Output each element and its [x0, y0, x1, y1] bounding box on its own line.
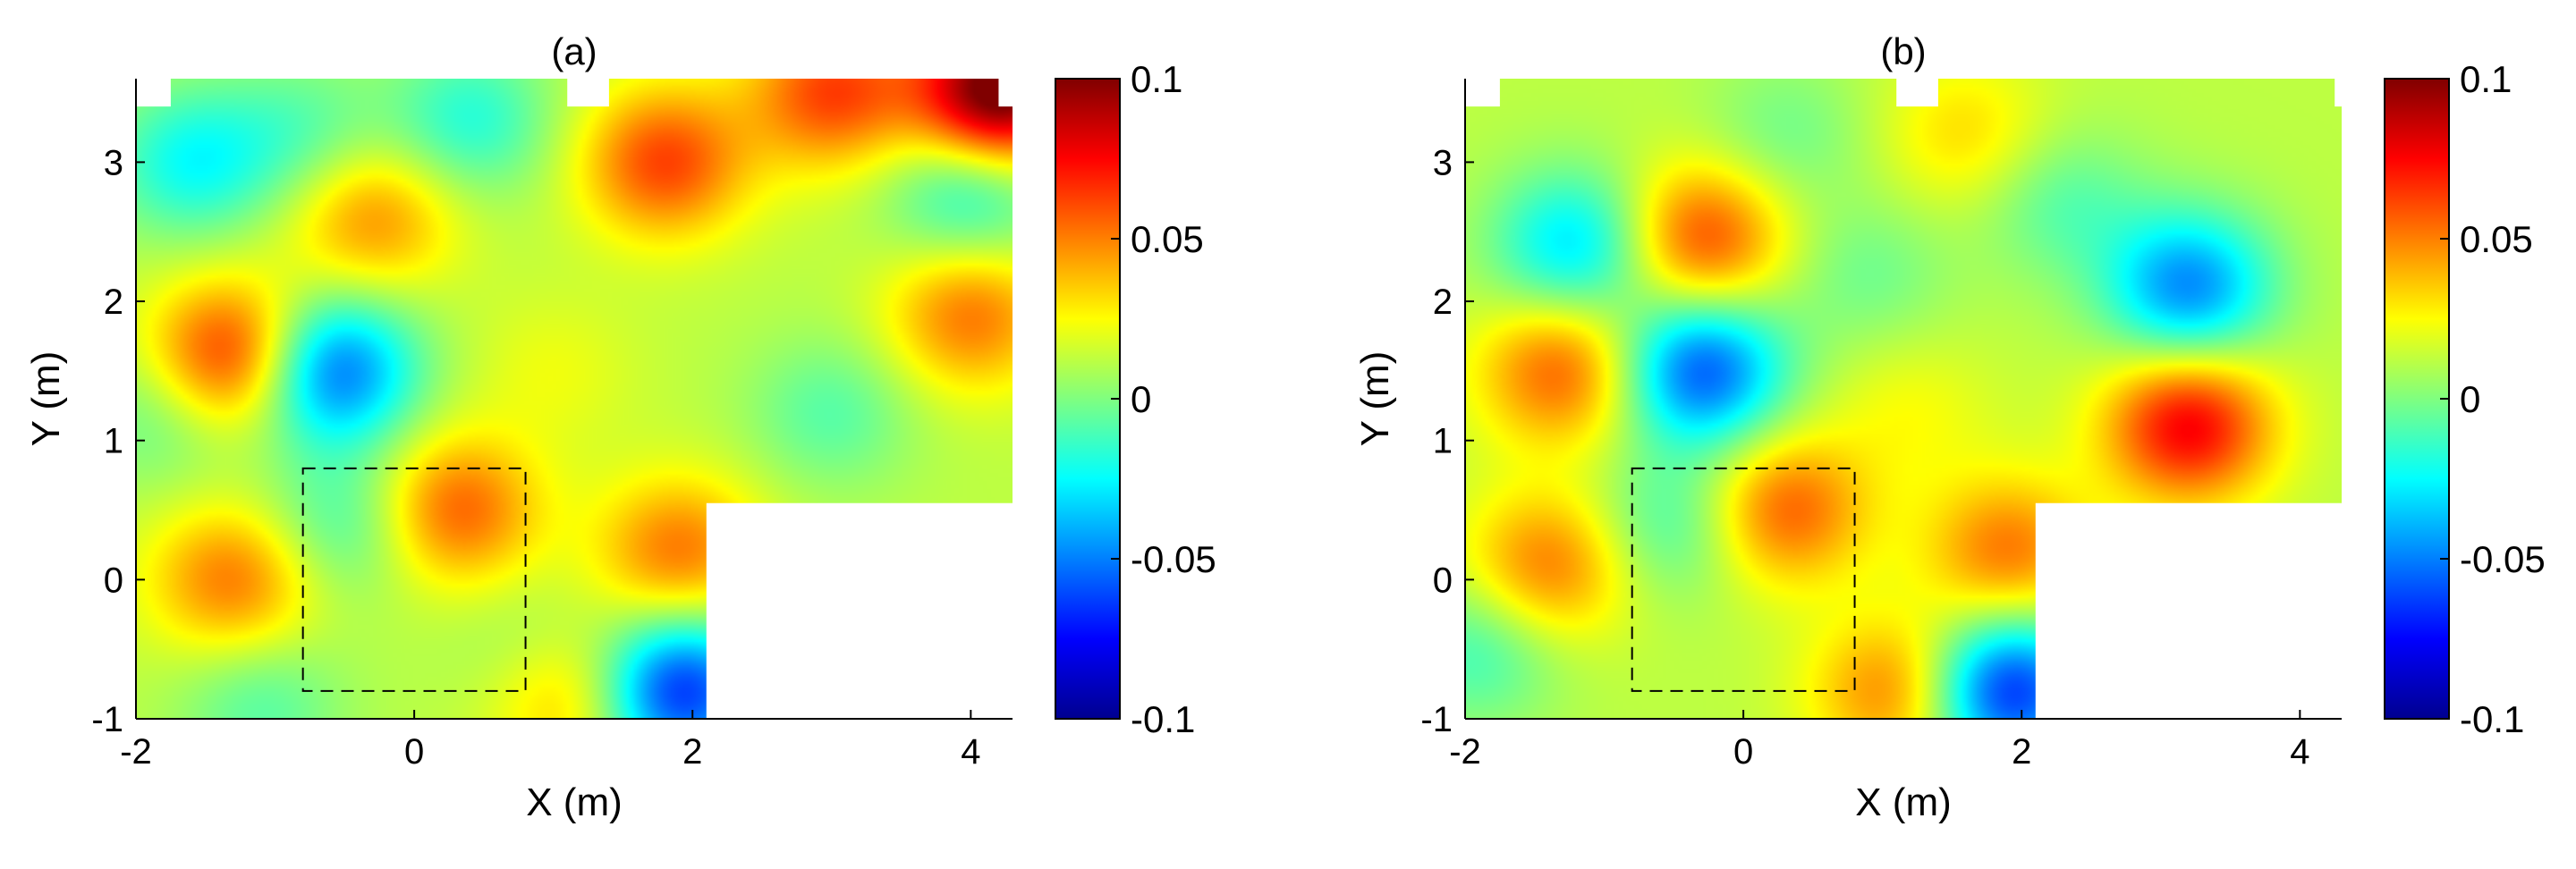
- colorbar-tick-label: 0.1: [1131, 58, 1182, 100]
- colorbar-tick-label: -0.05: [2460, 538, 2546, 580]
- y-tick-label: 3: [1433, 143, 1453, 182]
- colorbar-tick-label: -0.1: [2460, 698, 2524, 740]
- x-axis-label: X (m): [1855, 780, 1952, 824]
- x-axis-label: X (m): [526, 780, 623, 824]
- panel-a: -2 0 2 4 -1 0 1 2 3 (a) X (m) Y (m) 0.1 0.05 0 -0.05 -0.…: [24, 30, 1216, 824]
- x-tick-label: 0: [1733, 732, 1753, 772]
- y-tick-label: -1: [91, 700, 123, 739]
- masked-region: [1465, 79, 1500, 107]
- colorbar-tick-label: 0.1: [2460, 58, 2512, 100]
- colorbar-tick-label: 0: [2460, 378, 2480, 420]
- masked-region: [1896, 79, 1938, 107]
- masked-region: [2334, 79, 2342, 107]
- x-tick-label: 4: [2290, 732, 2309, 772]
- chart-title: (b): [1880, 30, 1926, 72]
- x-tick-label: -2: [1449, 732, 1481, 772]
- x-tick-label: -2: [120, 732, 152, 772]
- colorbar-tick-label: -0.1: [1131, 698, 1195, 740]
- dashed-box: [301, 467, 527, 692]
- y-tick-label: 2: [104, 283, 123, 322]
- x-tick-label: 4: [961, 732, 980, 772]
- y-axis-label: Y (m): [24, 351, 68, 447]
- colorbar-tick-label: 0.05: [1131, 218, 1204, 260]
- y-tick-label: -1: [1420, 700, 1453, 739]
- panel-b: -2 0 2 4 -1 0 1 2 3 (b) X (m) Y (m) 0.1 0.05 0 -0.05 -0.…: [1353, 30, 2546, 824]
- y-tick-label: 1: [1433, 422, 1453, 461]
- masked-region: [706, 502, 1013, 719]
- y-tick-label: 2: [1433, 283, 1453, 322]
- x-tick-label: 0: [404, 732, 424, 772]
- y-axis-label: Y (m): [1353, 351, 1397, 447]
- x-tick-label: 2: [2012, 732, 2031, 772]
- colorbar: [2384, 78, 2450, 720]
- colorbar-tick-label: -0.05: [1131, 538, 1216, 580]
- y-tick-label: 0: [104, 561, 123, 600]
- masked-region: [567, 79, 609, 107]
- y-tick-label: 1: [104, 422, 123, 461]
- colorbar: [1055, 78, 1121, 720]
- y-tick-label: 0: [1433, 561, 1453, 600]
- masked-region: [136, 79, 171, 107]
- dashed-box: [1631, 467, 1856, 692]
- x-tick-label: 2: [682, 732, 702, 772]
- y-tick-label: 3: [104, 143, 123, 182]
- masked-region: [998, 79, 1013, 107]
- colorbar-tick-label: 0: [1131, 378, 1151, 420]
- colorbar-tick-label: 0.05: [2460, 218, 2533, 260]
- chart-title: (a): [551, 30, 597, 72]
- masked-region: [2035, 502, 2342, 719]
